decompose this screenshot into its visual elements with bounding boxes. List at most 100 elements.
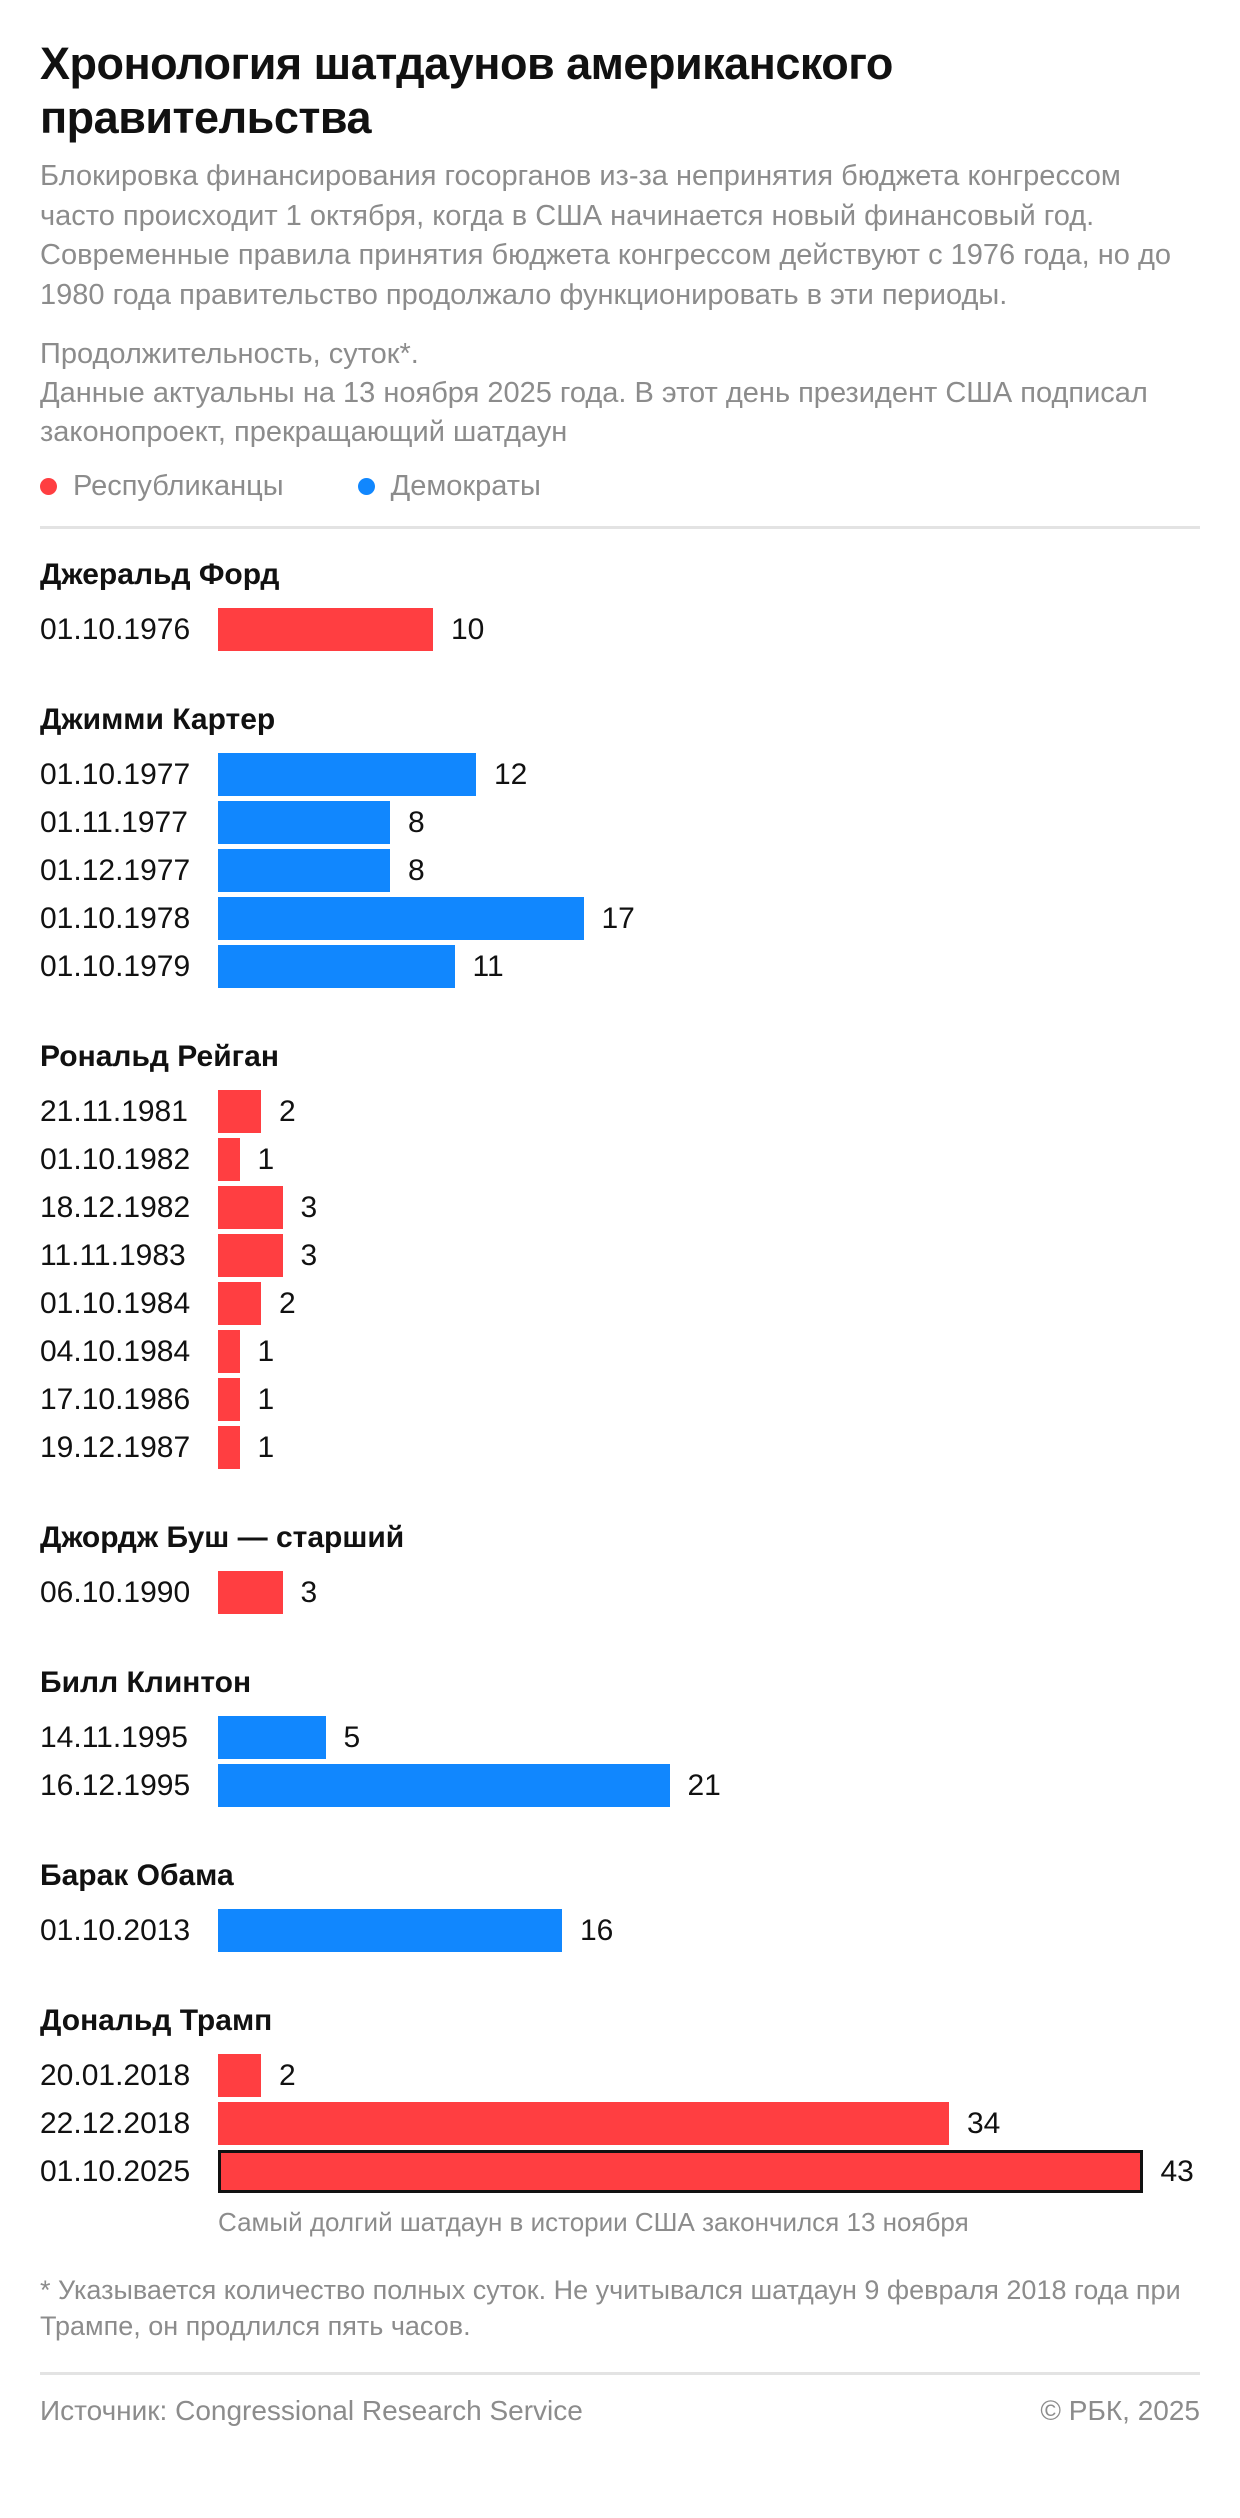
value-label: 2 [279,1287,296,1320]
president-group: Джеральд Форд 01.10.1976 10 [40,551,1200,654]
bar-row: 21.11.1981 2 [40,1088,1200,1136]
bar-row: 04.10.1984 1 [40,1328,1200,1376]
bar-row: 01.10.1977 12 [40,751,1200,799]
value-label: 16 [580,1914,614,1947]
value-label: 34 [967,2107,1001,2140]
value-label: 17 [601,902,635,935]
annotation: Самый долгий шатдаун в истории США закон… [218,2207,969,2237]
bar [218,849,390,892]
date-label: 01.10.2025 [40,2155,191,2188]
bar [218,1378,240,1421]
president-name: Дональд Трамп [40,2004,273,2037]
bar [218,897,584,940]
bar-chart: Джеральд Форд 01.10.1976 10 Джимми Картер 01… [40,551,1200,2196]
bar-row: 18.12.1982 3 [40,1184,1200,1232]
legend-label: Демократы [390,470,541,502]
bar [218,1186,283,1229]
president-group: Барак Обама 01.10.2013 16 [40,1852,1200,1955]
value-label: 3 [300,1239,318,1272]
president-name: Билл Клинтон [40,1666,252,1699]
bar-row: 16.12.1995 21 [40,1762,1200,1810]
bar [218,1764,670,1807]
value-label: 5 [343,1721,361,1754]
value-label: 11 [472,950,504,983]
date-label: 01.10.1982 [40,1143,191,1176]
bar-row: 01.10.1978 17 [40,895,1200,943]
value-label: 1 [257,1431,275,1464]
date-label: 06.10.1990 [40,1576,191,1609]
date-label: 14.11.1995 [40,1721,188,1754]
bar-row: 01.12.1977 8 [40,847,1200,895]
bar-row: 01.10.2013 16 [40,1907,1200,1955]
bar [218,1716,326,1759]
legend-democrats: Демократы [357,466,541,506]
bar [218,1330,240,1373]
date-label: 01.11.1977 [40,806,188,839]
bar [218,608,433,651]
copyright: © РБК, 2025 [1040,2395,1200,2426]
legend-dot-icon [357,477,375,495]
value-label: 2 [279,2059,296,2092]
bar-row: 01.10.1979 11 [40,943,1200,991]
value-label: 1 [257,1335,275,1368]
value-label: 1 [257,1383,275,1416]
legend-republicans: Республиканцы [40,466,284,506]
president-name: Джимми Картер [40,703,276,736]
date-label: 21.11.1981 [40,1095,188,1128]
legend-label: Республиканцы [73,470,284,502]
value-label: 1 [257,1143,275,1176]
source: Источник: Congressional Research Service [40,2395,583,2426]
bar [218,1571,283,1614]
bar-row: 01.10.2025 43 [40,2148,1200,2196]
date-label: 01.10.1977 [40,758,191,791]
bar [218,1234,283,1277]
president-name: Барак Обама [40,1859,234,1892]
president-group: Билл Клинтон 14.11.1995 5 16.12.1995 21 [40,1659,1200,1810]
bar-row: 22.12.2018 34 [40,2100,1200,2148]
bar-row: 01.10.1982 1 [40,1136,1200,1184]
value-label: 10 [451,613,485,646]
president-name: Джордж Буш — старший [40,1521,405,1554]
date-label: 01.12.1977 [40,854,191,887]
date-label: 19.12.1987 [40,1431,191,1464]
president-group: Дональд Трамп 20.01.2018 2 22.12.2018 34 01.1… [40,1997,1200,2196]
bar [218,1138,240,1181]
bar [218,1426,240,1469]
bar-row: 14.11.1995 5 [40,1714,1200,1762]
value-label: 2 [279,1095,296,1128]
value-label: 3 [300,1576,318,1609]
date-label: 17.10.1986 [40,1383,191,1416]
chart-description: Блокировка финансирования госорганов из-… [40,160,1172,311]
bar [218,945,455,988]
value-label: 21 [687,1769,721,1802]
bar [218,1282,261,1325]
date-label: 01.10.2013 [40,1914,191,1947]
president-group: Рональд Рейган 21.11.1981 2 01.10.1982 1 18.1… [40,1033,1200,1472]
unit-label: Продолжительность, суток*. [40,338,419,370]
date-label: 01.10.1984 [40,1287,191,1320]
bar-row: 01.10.1976 10 [40,606,1200,654]
president-name: Джеральд Форд [40,558,280,591]
date-label: 11.11.1983 [40,1239,186,1272]
date-label: 22.12.2018 [40,2107,191,2140]
date-label: 01.10.1978 [40,902,191,935]
legend-dot-icon [40,477,57,495]
footnote: * Указывается количество полных суток. Н… [40,2275,1181,2341]
bar [218,2102,949,2145]
divider [40,2372,1200,2375]
president-group: Джордж Буш — старший 06.10.1990 3 [40,1514,1200,1617]
bar-row: 11.11.1983 3 [40,1232,1200,1280]
bar [218,2150,1143,2193]
bar-row: 20.01.2018 2 [40,2052,1200,2100]
date-label: 16.12.1995 [40,1769,191,1802]
date-label: 01.10.1976 [40,613,191,646]
bar [218,2054,261,2097]
bar-row: 01.10.1984 2 [40,1280,1200,1328]
president-name: Рональд Рейган [40,1040,279,1073]
value-label: 8 [408,806,425,839]
divider [40,526,1200,529]
chart-title: Хронология шатдаунов американского прави… [40,38,893,143]
bar-row: 19.12.1987 1 [40,1424,1200,1472]
bar-row: 06.10.1990 3 [40,1569,1200,1617]
bar [218,753,476,796]
